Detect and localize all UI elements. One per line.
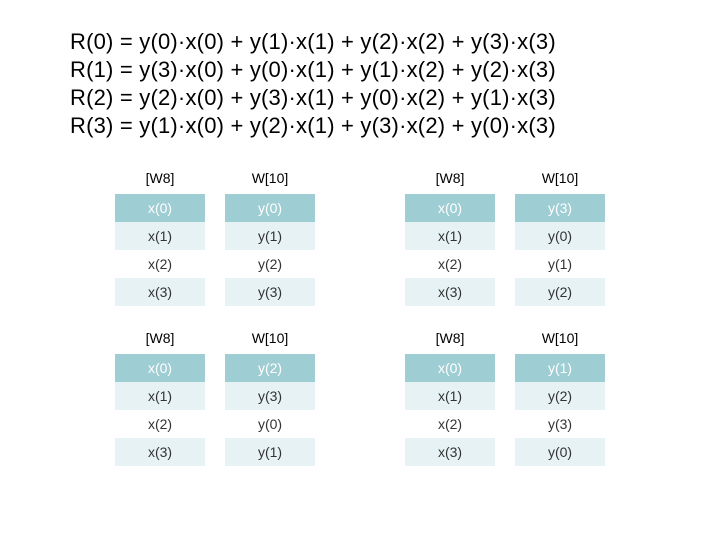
cell: x(1) xyxy=(405,382,495,410)
column-header: W[10] xyxy=(542,170,579,188)
column-header: W[10] xyxy=(542,330,579,348)
column-header: W[10] xyxy=(252,170,289,188)
column-right: W[10] y(1) y(2) y(3) y(0) xyxy=(515,330,605,466)
cell: x(3) xyxy=(115,278,205,306)
cell: y(0) xyxy=(225,410,315,438)
tables-area: [W8] x(0) x(1) x(2) x(3) W[10] y(0) y(1)… xyxy=(0,170,720,466)
cell: x(3) xyxy=(405,438,495,466)
cell: y(1) xyxy=(225,438,315,466)
equation-line: R(3) = y(1)·x(0) + y(2)·x(1) + y(3)·x(2)… xyxy=(70,112,556,140)
table-group-2: [W8] x(0) x(1) x(2) x(3) W[10] y(2) y(3)… xyxy=(115,330,315,466)
cell: x(2) xyxy=(115,410,205,438)
cell: x(3) xyxy=(115,438,205,466)
cell: x(0) xyxy=(115,194,205,222)
cell: y(1) xyxy=(515,354,605,382)
cell: y(1) xyxy=(225,222,315,250)
column-header: [W8] xyxy=(146,170,175,188)
cell: x(3) xyxy=(405,278,495,306)
cell: y(0) xyxy=(515,438,605,466)
cell: x(1) xyxy=(405,222,495,250)
column-header: W[10] xyxy=(252,330,289,348)
column-right: W[10] y(2) y(3) y(0) y(1) xyxy=(225,330,315,466)
cell: x(0) xyxy=(405,194,495,222)
table-group-0: [W8] x(0) x(1) x(2) x(3) W[10] y(0) y(1)… xyxy=(115,170,315,306)
cell: y(3) xyxy=(515,410,605,438)
cell: y(0) xyxy=(515,222,605,250)
cell: y(2) xyxy=(515,382,605,410)
cell: x(2) xyxy=(115,250,205,278)
cell: x(1) xyxy=(115,382,205,410)
cell: y(3) xyxy=(225,278,315,306)
cell: x(0) xyxy=(405,354,495,382)
cell: x(1) xyxy=(115,222,205,250)
equation-line: R(2) = y(2)·x(0) + y(3)·x(1) + y(0)·x(2)… xyxy=(70,84,556,112)
cell: y(0) xyxy=(225,194,315,222)
column-right: W[10] y(3) y(0) y(1) y(2) xyxy=(515,170,605,306)
cell: x(2) xyxy=(405,250,495,278)
cell: y(1) xyxy=(515,250,605,278)
cell: y(2) xyxy=(225,354,315,382)
equation-line: R(1) = y(3)·x(0) + y(0)·x(1) + y(1)·x(2)… xyxy=(70,56,556,84)
column-left: [W8] x(0) x(1) x(2) x(3) xyxy=(405,330,495,466)
column-right: W[10] y(0) y(1) y(2) y(3) xyxy=(225,170,315,306)
cell: y(3) xyxy=(225,382,315,410)
table-row-bottom: [W8] x(0) x(1) x(2) x(3) W[10] y(2) y(3)… xyxy=(0,330,720,466)
table-group-1: [W8] x(0) x(1) x(2) x(3) W[10] y(3) y(0)… xyxy=(405,170,605,306)
cell: x(2) xyxy=(405,410,495,438)
column-header: [W8] xyxy=(436,170,465,188)
cell: y(2) xyxy=(515,278,605,306)
table-row-top: [W8] x(0) x(1) x(2) x(3) W[10] y(0) y(1)… xyxy=(0,170,720,306)
column-left: [W8] x(0) x(1) x(2) x(3) xyxy=(115,330,205,466)
cell: y(2) xyxy=(225,250,315,278)
equation-line: R(0) = y(0)·x(0) + y(1)·x(1) + y(2)·x(2)… xyxy=(70,28,556,56)
column-left: [W8] x(0) x(1) x(2) x(3) xyxy=(405,170,495,306)
column-left: [W8] x(0) x(1) x(2) x(3) xyxy=(115,170,205,306)
equation-block: R(0) = y(0)·x(0) + y(1)·x(1) + y(2)·x(2)… xyxy=(70,28,556,141)
column-header: [W8] xyxy=(436,330,465,348)
cell: y(3) xyxy=(515,194,605,222)
column-header: [W8] xyxy=(146,330,175,348)
table-group-3: [W8] x(0) x(1) x(2) x(3) W[10] y(1) y(2)… xyxy=(405,330,605,466)
cell: x(0) xyxy=(115,354,205,382)
